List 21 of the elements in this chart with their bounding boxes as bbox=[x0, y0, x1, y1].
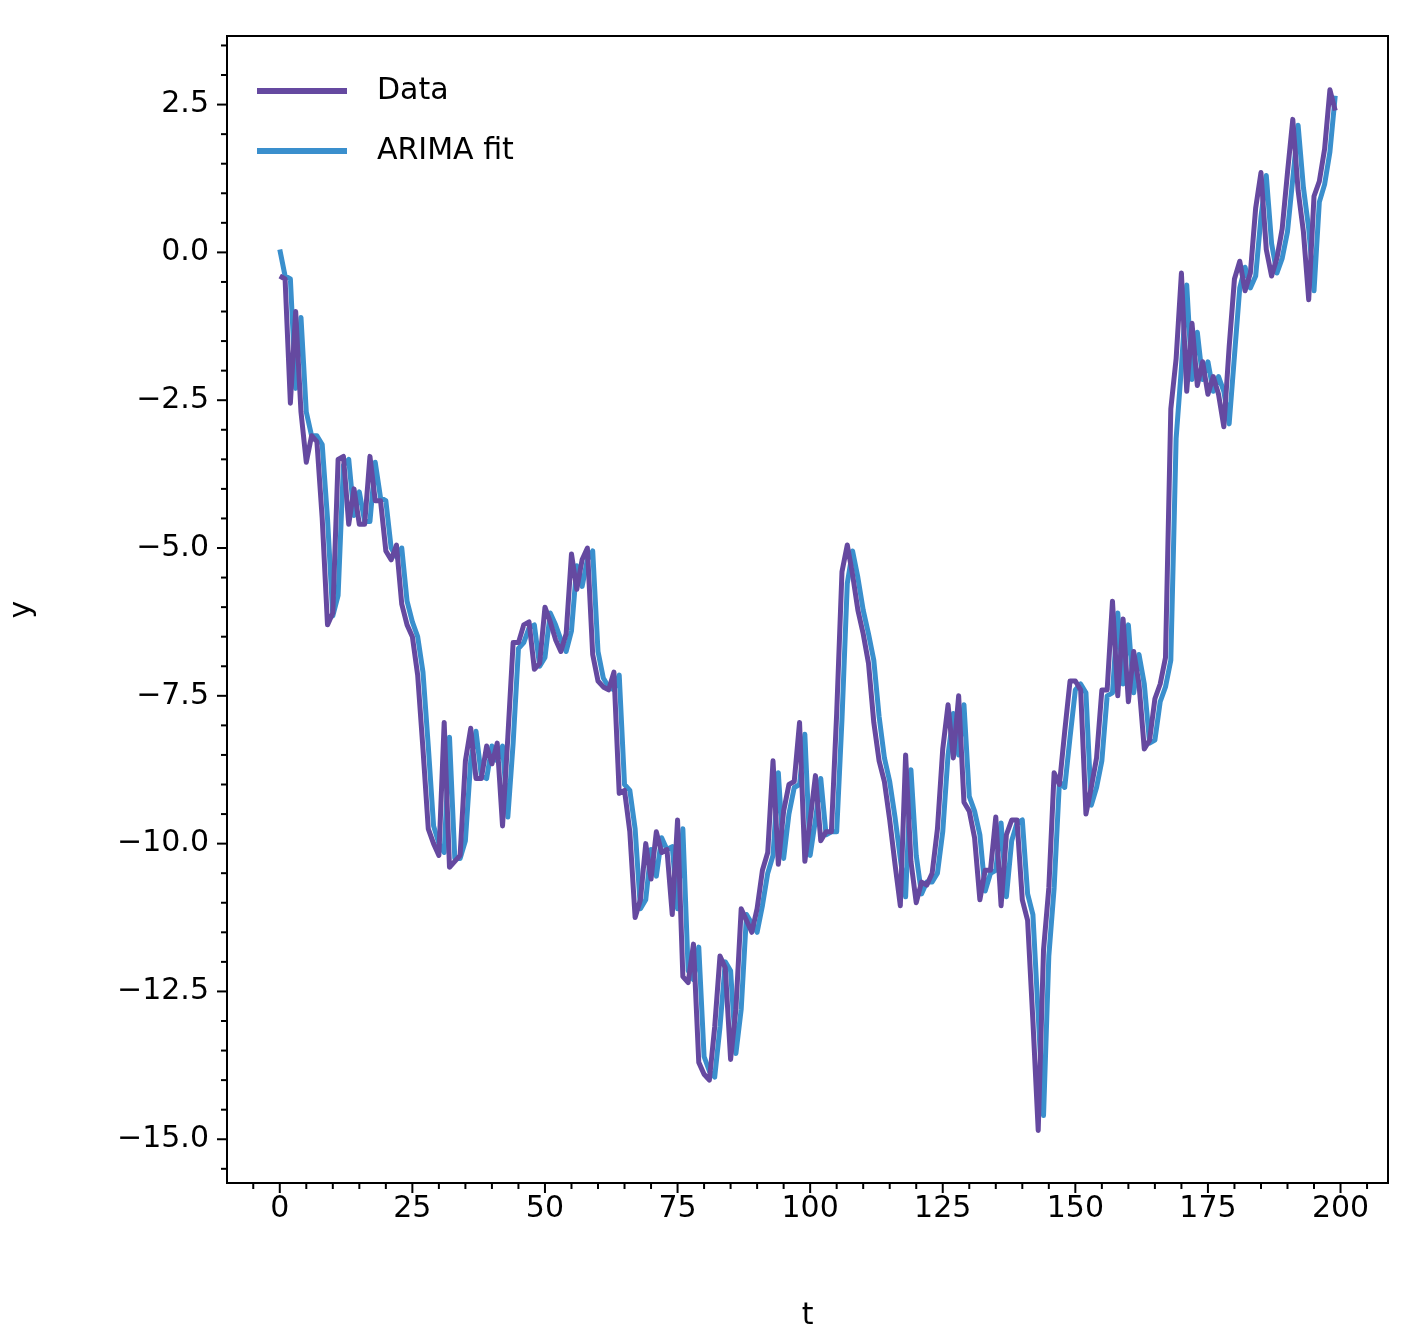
y-tick-label: −5.0 bbox=[136, 527, 209, 563]
legend-label: Data bbox=[377, 70, 449, 106]
y-tick-label: −2.5 bbox=[136, 380, 209, 415]
y-tick-label: −10.0 bbox=[117, 823, 209, 859]
x-tick-label: 50 bbox=[525, 1188, 565, 1224]
x-tick-label: 150 bbox=[1046, 1188, 1104, 1224]
x-tick-label: 200 bbox=[1311, 1188, 1370, 1224]
y-tick-label: 0.0 bbox=[161, 232, 209, 268]
x-tick-label: 75 bbox=[658, 1188, 697, 1224]
x-axis-title: t bbox=[801, 1295, 814, 1331]
x-tick-label: 25 bbox=[393, 1188, 432, 1224]
x-tick-label: 125 bbox=[914, 1188, 972, 1224]
y-tick-label: −7.5 bbox=[136, 675, 209, 711]
y-tick-label: −12.5 bbox=[117, 971, 209, 1007]
y-tick-label: 2.5 bbox=[161, 84, 209, 120]
legend-label: ARIMA fit bbox=[377, 130, 515, 166]
x-tick-label: 175 bbox=[1179, 1188, 1237, 1224]
x-tick-label: 0 bbox=[270, 1188, 290, 1224]
x-tick-label: 100 bbox=[781, 1188, 839, 1224]
y-axis-title: y bbox=[1, 600, 37, 619]
y-tick-label: −15.0 bbox=[117, 1119, 209, 1155]
